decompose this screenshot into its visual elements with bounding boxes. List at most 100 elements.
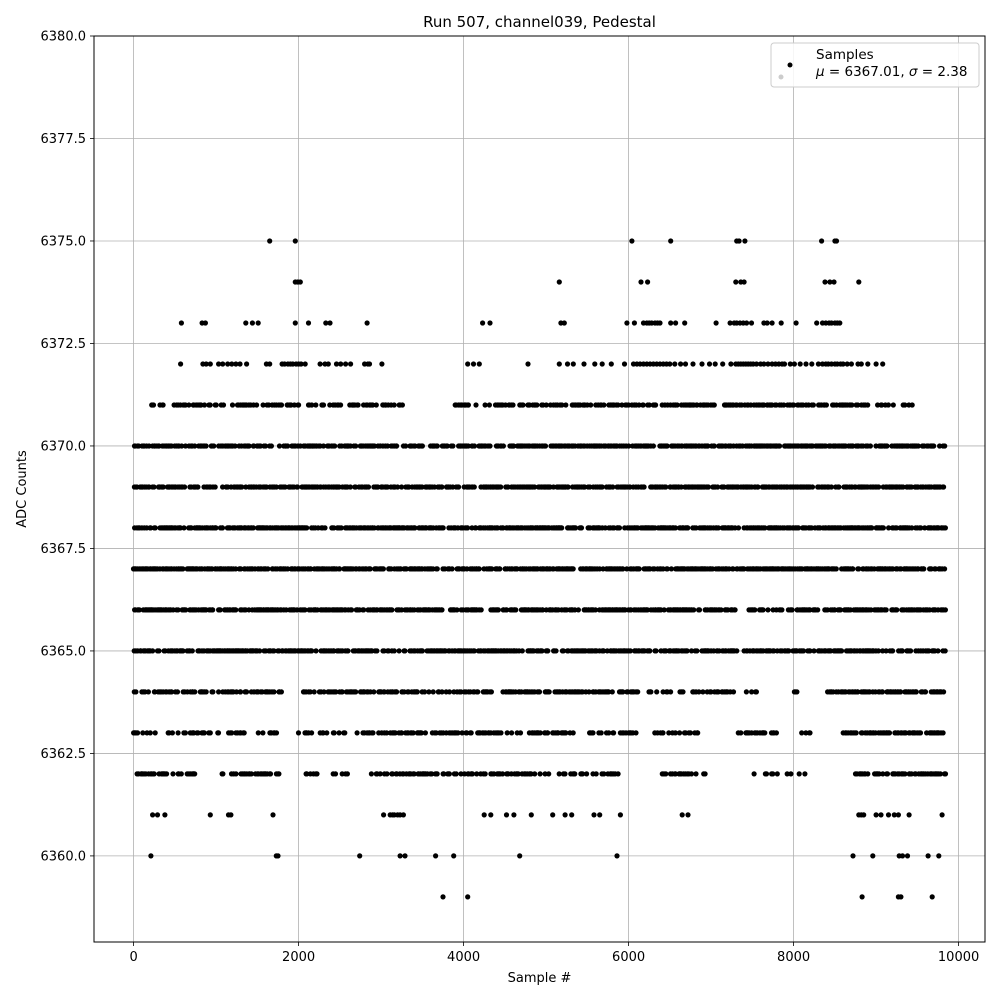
data-point [702,771,708,777]
legend-stats-label: μ = 6367.01, σ = 2.38 [815,64,967,80]
data-point [796,771,802,777]
data-point [292,238,298,244]
data-point [361,607,367,613]
data-point [880,525,887,531]
data-point [517,730,524,736]
x-tick-label: 2000 [282,950,315,965]
data-point [150,812,156,818]
data-point [856,566,862,572]
data-point [556,361,562,367]
data-point [791,361,798,367]
data-point [936,853,942,859]
data-point [313,648,319,654]
data-point [660,566,666,572]
data-point [814,320,820,326]
data-point [481,812,487,818]
data-point [788,771,794,777]
data-point [399,402,405,408]
data-point [478,607,484,613]
data-point [810,402,817,408]
data-point [562,812,568,818]
data-point [727,320,733,326]
data-point [241,730,247,736]
data-point [678,361,684,367]
data-point [203,689,209,695]
data-point [379,361,385,367]
data-point [353,689,359,695]
data-point [338,525,344,531]
data-point [837,320,843,326]
data-point [663,771,669,777]
data-point [898,689,904,695]
data-point [672,730,679,736]
x-tick-label: 8000 [777,950,810,965]
data-point [449,566,455,572]
data-point [570,566,576,572]
y-tick-label: 6367.5 [41,542,87,557]
data-point [608,361,614,367]
data-point [748,320,755,326]
data-point [902,771,908,777]
data-point [468,730,474,736]
data-point [381,812,387,818]
data-point [260,402,266,408]
data-point [789,607,795,613]
data-point [546,689,552,695]
data-point [761,361,767,367]
data-point [565,484,571,490]
data-point [389,771,396,777]
data-point [601,771,607,777]
data-point [890,402,896,408]
data-point [620,566,626,572]
data-point [720,361,726,367]
data-point [510,402,516,408]
data-point [446,771,452,777]
data-point [331,730,337,736]
data-point [282,484,288,490]
data-point [559,402,565,408]
data-point [345,648,351,654]
data-point [850,853,856,859]
data-point [160,484,166,490]
data-point [215,730,222,736]
data-point [929,894,935,900]
data-point [633,730,639,736]
data-point [454,607,460,613]
data-point [564,361,571,367]
plot-frame [93,35,986,943]
data-point [760,607,766,613]
data-point [497,566,503,572]
data-point [885,402,892,408]
data-point [855,402,861,408]
data-point [391,402,397,408]
data-point [511,443,517,449]
data-point [918,525,924,531]
data-point [332,771,339,777]
data-point [654,689,660,695]
data-point [677,730,683,736]
data-point [711,443,717,449]
data-point [736,238,742,244]
data-point [584,771,590,777]
data-point [848,361,855,367]
data-point [450,443,456,449]
data-point [542,443,549,449]
data-point [597,812,603,818]
data-point [216,361,222,367]
data-point [765,361,771,367]
data-point [869,525,875,531]
data-point [886,525,892,531]
data-point [593,771,599,777]
data-point [586,689,592,695]
data-point [831,279,837,285]
data-point [302,607,308,613]
data-point [260,730,266,736]
data-point [653,648,659,654]
data-point [837,607,844,613]
data-point [392,730,398,736]
data-point [592,361,598,367]
data-point [844,361,850,367]
data-point [853,730,859,736]
data-point [705,443,711,449]
